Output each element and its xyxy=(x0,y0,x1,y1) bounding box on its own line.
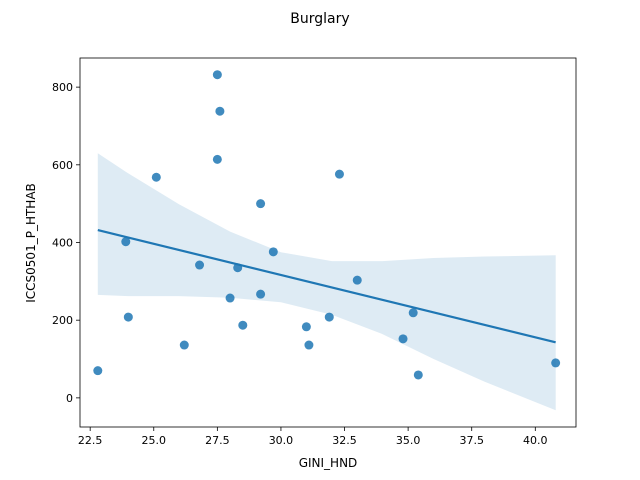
data-point xyxy=(256,199,266,209)
y-tick-label: 400 xyxy=(52,237,73,250)
data-point xyxy=(408,308,418,318)
data-point xyxy=(301,322,311,332)
data-point xyxy=(413,370,423,380)
y-tick-label: 800 xyxy=(52,81,73,94)
x-tick-label: 25.0 xyxy=(142,434,167,447)
data-point xyxy=(179,340,189,350)
data-point xyxy=(93,366,103,376)
y-tick-label: 0 xyxy=(66,392,73,405)
scatter-points-layer xyxy=(93,70,561,380)
data-point xyxy=(398,334,408,344)
data-point xyxy=(215,106,225,116)
data-point xyxy=(212,70,222,80)
regression-line xyxy=(97,229,556,344)
y-axis-label: ICCS0501_P_HTHAB xyxy=(24,183,38,303)
data-point xyxy=(233,263,243,273)
x-tick-label: 37.5 xyxy=(459,434,484,447)
confidence-band-layer xyxy=(97,153,556,411)
data-point xyxy=(121,237,131,247)
x-tick-label: 30.0 xyxy=(269,434,294,447)
y-tick-label: 200 xyxy=(52,314,73,327)
data-point xyxy=(352,275,362,285)
confidence-band xyxy=(97,153,556,411)
x-tick-label: 40.0 xyxy=(523,434,548,447)
y-tick-label: 600 xyxy=(52,159,73,172)
x-tick-label: 32.5 xyxy=(332,434,357,447)
x-axis-label: GINI_HND xyxy=(299,456,358,470)
data-point xyxy=(151,172,161,182)
data-point xyxy=(551,358,561,368)
data-point xyxy=(212,154,222,164)
x-axis-ticks: 22.5 25.0 27.5 30.0 32.5 35.0 37.5 40.0 xyxy=(78,427,548,447)
data-point xyxy=(334,169,344,179)
data-point xyxy=(195,260,205,270)
data-point xyxy=(123,312,133,322)
data-point xyxy=(324,312,334,322)
x-tick-label: 22.5 xyxy=(78,434,103,447)
data-point xyxy=(304,340,314,350)
regression-line-layer xyxy=(97,229,556,344)
data-point xyxy=(256,289,266,299)
data-point xyxy=(238,320,248,330)
chart-title: Burglary xyxy=(290,11,349,27)
x-tick-label: 27.5 xyxy=(205,434,230,447)
x-tick-label: 35.0 xyxy=(396,434,421,447)
y-axis-ticks: 0 200 400 600 800 xyxy=(52,81,80,405)
data-point xyxy=(268,247,278,257)
data-point xyxy=(225,293,235,303)
